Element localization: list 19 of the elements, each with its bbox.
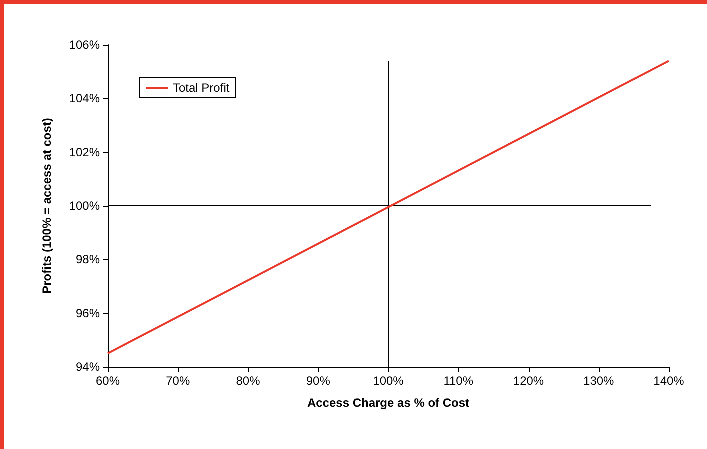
y-tick-label: 102% bbox=[69, 145, 100, 160]
x-tick-label: 110% bbox=[444, 374, 474, 388]
y-tick-label: 106% bbox=[69, 38, 100, 52]
y-tick-label: 98% bbox=[76, 252, 100, 267]
y-tick-label: 104% bbox=[69, 92, 100, 106]
x-tick-label: 140% bbox=[654, 374, 685, 388]
x-tick-label: 70% bbox=[166, 374, 190, 388]
x-tick-label: 90% bbox=[306, 374, 331, 388]
legend-label: Total Profit bbox=[173, 81, 230, 95]
y-tick-label: 96% bbox=[76, 306, 100, 320]
x-tick-label: 130% bbox=[584, 374, 615, 388]
x-tick-label: 60% bbox=[96, 374, 120, 388]
x-tick-label: 120% bbox=[513, 374, 544, 388]
x-tick-label: 80% bbox=[236, 374, 261, 388]
x-tick-label: 100% bbox=[373, 374, 404, 388]
y-tick-label: 94% bbox=[76, 360, 100, 374]
y-axis-title: Profits (100% = access at cost) bbox=[40, 118, 54, 294]
y-tick-label: 100% bbox=[69, 199, 100, 213]
x-axis-title: Access Charge as % of Cost bbox=[307, 396, 470, 410]
